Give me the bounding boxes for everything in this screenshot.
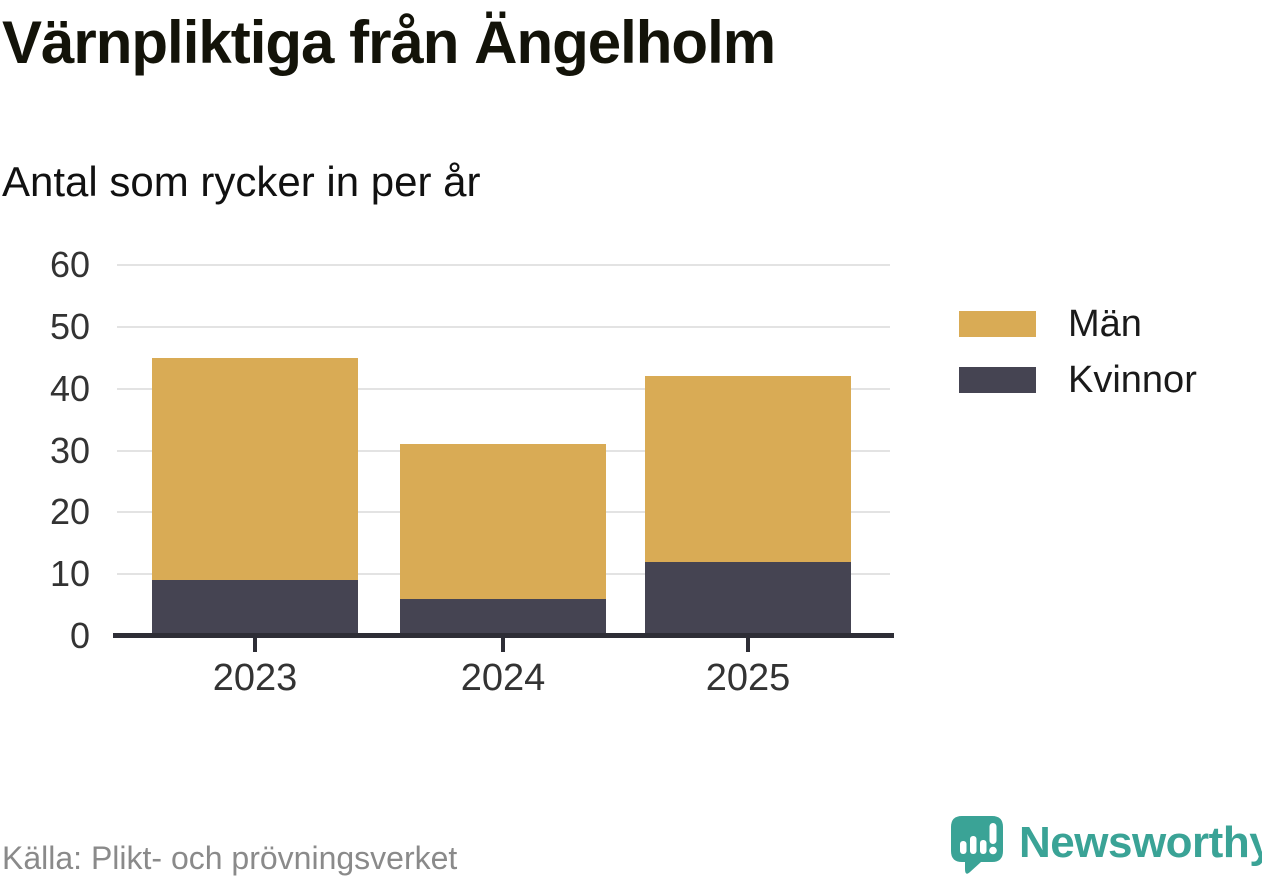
legend: Män Kvinnor [959, 296, 1197, 408]
bar-segment-2023-kvinnor [152, 580, 358, 636]
bar-segment-2025-kvinnor [645, 561, 851, 636]
newsworthy-bubble-icon [951, 816, 1003, 874]
legend-swatch-kvinnor [959, 367, 1036, 393]
y-axis-label-40: 40 [49, 367, 90, 409]
legend-item-man: Män [959, 296, 1197, 352]
y-axis-label-20: 20 [49, 491, 90, 533]
bar-segment-2025-män [645, 376, 851, 562]
gridline-40 [117, 387, 890, 390]
x-tick-2025 [746, 638, 750, 652]
x-axis-line [113, 633, 894, 638]
source-note: Källa: Plikt- och prövningsverket [2, 840, 458, 876]
legend-label-man: Män [1068, 302, 1142, 345]
y-axis-label-60: 60 [49, 244, 90, 285]
brand-logo: Newsworthy [951, 816, 1262, 874]
legend-item-kvinnor: Kvinnor [959, 352, 1197, 408]
gridline-60 [117, 264, 890, 266]
chart-title: Värnpliktiga från Ängelholm [2, 9, 776, 76]
bar-segment-2024-män [400, 444, 606, 599]
y-axis-label-0: 0 [69, 615, 90, 656]
y-axis-label-10: 10 [49, 553, 90, 595]
gridline-50 [117, 325, 890, 328]
chart-subtitle: Antal som rycker in per år [2, 158, 481, 205]
x-tick-2024 [501, 638, 505, 652]
bar-segment-2024-kvinnor [400, 598, 606, 636]
y-axis-label-30: 30 [49, 429, 90, 471]
x-tick-2023 [253, 638, 257, 652]
bar-segment-2023-män [152, 357, 358, 581]
x-axis-label-2024: 2024 [460, 657, 546, 699]
y-axis-label-50: 50 [49, 305, 90, 347]
x-axis-label-2025: 2025 [705, 657, 791, 699]
brand-name: Newsworthy [1019, 818, 1262, 867]
legend-swatch-man [959, 311, 1036, 337]
x-axis-label-2023: 2023 [212, 657, 298, 699]
legend-label-kvinnor: Kvinnor [1068, 358, 1197, 401]
